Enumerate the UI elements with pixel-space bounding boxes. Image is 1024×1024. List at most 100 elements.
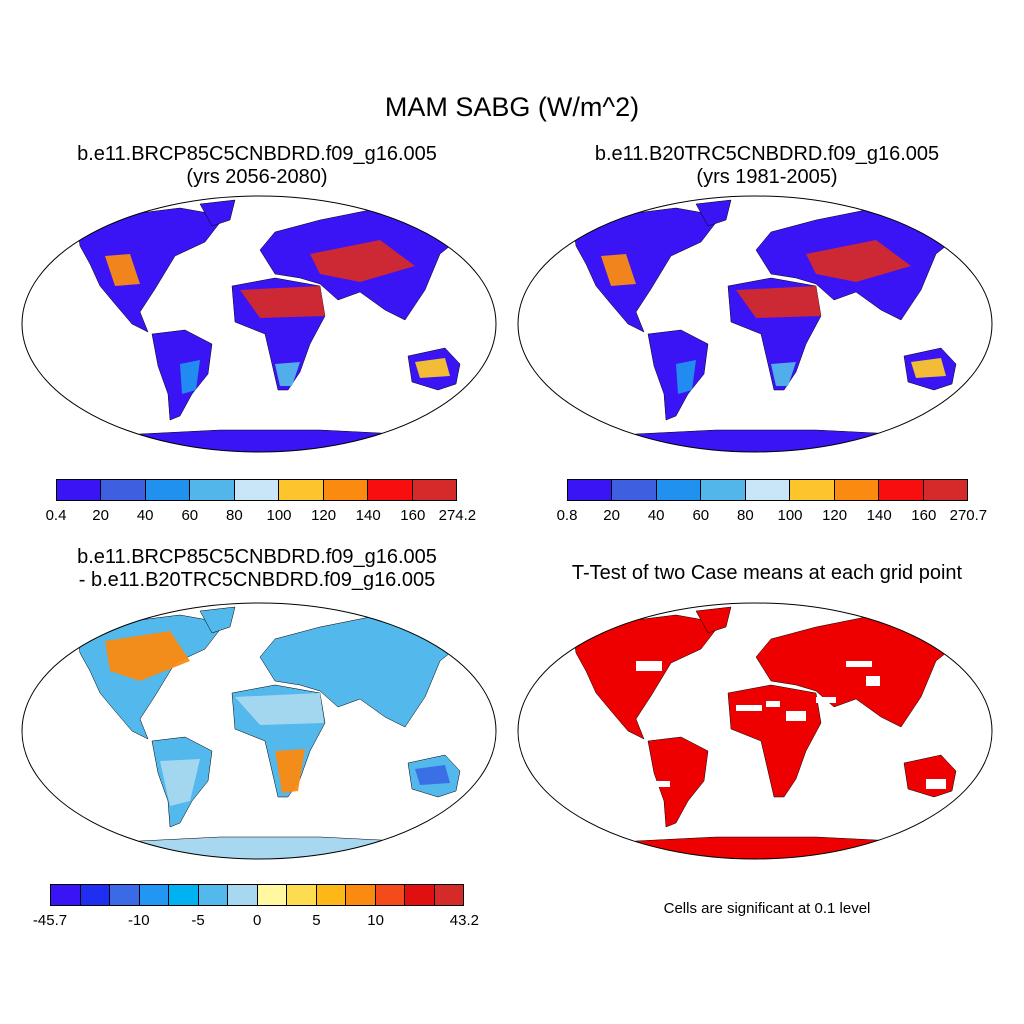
field-patch — [415, 765, 450, 785]
colorbar-tick-label: 43.2 — [449, 912, 479, 929]
nonsignificant-cells — [766, 701, 780, 707]
field-patch — [736, 286, 821, 318]
nonsignificant-cells — [816, 697, 836, 703]
colorbar-box — [189, 480, 234, 500]
colorbar-tick-label: 60 — [692, 507, 710, 524]
colorbar-box — [197, 885, 228, 905]
colorbar-box — [367, 480, 412, 500]
landmass-north-america — [573, 207, 722, 333]
colorbar-box — [57, 480, 101, 500]
colorbar-box — [411, 480, 457, 500]
colorbar-tick-label: -45.7 — [32, 912, 68, 929]
colorbar-boxes — [567, 479, 969, 501]
field-patch — [911, 358, 946, 378]
colorbar-box — [404, 885, 434, 905]
colorbar-box — [315, 885, 346, 905]
colorbar-tick-label: 274.2 — [438, 507, 477, 524]
nonsignificant-cells — [636, 661, 662, 671]
colorbar-box — [744, 480, 790, 500]
colorbar-tick-label: 160 — [911, 507, 937, 524]
figure-title: MAM SABG (W/m^2) — [384, 92, 640, 122]
panel-case-title-line1: b.e11.BRCP85C5CNBDRD.f09_g16.005 — [77, 143, 437, 165]
field-patch — [806, 240, 911, 282]
map-border — [21, 195, 497, 453]
colorbar-box — [144, 480, 190, 500]
nonsignificant-cells — [846, 661, 872, 667]
panel-difference-title-line1: b.e11.BRCP85C5CNBDRD.f09_g16.005 — [77, 546, 437, 568]
colorbar-box — [79, 885, 110, 905]
colorbar-tick-label: 140 — [866, 507, 892, 524]
significance-note: Cells are significant at 0.1 level — [663, 900, 871, 917]
colorbar-tick-label: 0.8 — [556, 507, 578, 524]
panel-ttest-title-line1: T-Test of two Case means at each grid po… — [571, 562, 963, 584]
panel-control-title-line2: (yrs 1981-2005) — [696, 166, 838, 188]
panel-case-title: b.e11.BRCP85C5CNBDRD.f09_g16.005 (yrs 20… — [0, 143, 514, 189]
colorbar-tick-label: 270.7 — [949, 507, 988, 524]
colorbar-box — [611, 480, 656, 500]
nonsignificant-cells — [656, 781, 670, 787]
colorbar-box — [922, 480, 968, 500]
colorbar-box — [833, 480, 879, 500]
colorbar-boxes — [50, 884, 465, 906]
colorbar-box — [138, 885, 169, 905]
colorbar-tick-label: 40 — [647, 507, 665, 524]
colorbar-box — [278, 480, 323, 500]
colorbar-tick-label: 160 — [400, 507, 426, 524]
field-patch — [240, 286, 325, 318]
field-patch — [180, 360, 200, 394]
field-patch — [415, 358, 450, 378]
colorbar-box — [345, 885, 375, 905]
colorbar-box — [233, 480, 279, 500]
panel-difference-title: b.e11.BRCP85C5CNBDRD.f09_g16.005 - b.e11… — [0, 546, 514, 592]
colorbar-tick-label: 100 — [266, 507, 292, 524]
colorbar-box — [51, 885, 80, 905]
panel-difference-title-line2: - b.e11.B20TRC5CNBDRD.f09_g16.005 — [78, 569, 436, 591]
colorbar-box — [568, 480, 612, 500]
colorbar-box — [655, 480, 701, 500]
map-difference — [21, 602, 497, 860]
field-patch — [601, 254, 636, 286]
colorbar-box — [789, 480, 834, 500]
field-patch — [275, 749, 305, 793]
field-patch — [676, 360, 696, 394]
field-patch — [105, 631, 190, 681]
colorbar-box — [227, 885, 257, 905]
colorbar-tick-label: -10 — [127, 912, 150, 929]
map-border — [517, 195, 993, 453]
colorbar-tick-label: -5 — [191, 912, 205, 929]
map-border — [21, 602, 497, 860]
colorbar-tick-label: 10 — [367, 912, 384, 929]
colorbar-boxes — [56, 479, 458, 501]
map-border — [517, 602, 993, 860]
field-patch — [160, 759, 200, 806]
colorbar-tick-label: 140 — [355, 507, 381, 524]
map-case — [21, 195, 497, 453]
nonsignificant-cells — [786, 711, 806, 721]
colorbar-box — [322, 480, 368, 500]
field-patch — [310, 240, 415, 282]
colorbar-box — [256, 885, 287, 905]
nonsignificant-cells — [926, 779, 946, 789]
colorbar-tick-label: 80 — [737, 507, 754, 524]
colorbar-tick-label: 20 — [92, 507, 109, 524]
colorbar-box — [700, 480, 745, 500]
colorbar-tick-label: 0 — [253, 912, 262, 929]
map-land-layer — [77, 606, 466, 859]
map-land-layer — [573, 199, 962, 452]
panel-control-title: b.e11.B20TRC5CNBDRD.f09_g16.005 (yrs 198… — [510, 143, 1024, 189]
landmass-north-america — [77, 614, 226, 740]
landmass-antarctica — [585, 429, 927, 452]
colorbar-box — [286, 885, 316, 905]
field-patch — [105, 254, 140, 286]
colorbar-box — [878, 480, 923, 500]
colorbar-tick-label: 40 — [136, 507, 154, 524]
landmass-antarctica — [89, 836, 431, 859]
map-land-layer — [573, 606, 962, 859]
field-patch — [275, 362, 300, 386]
colorbar-tick-label: 20 — [603, 507, 620, 524]
field-patch — [320, 649, 405, 691]
colorbar-box — [100, 480, 145, 500]
panel-control-title-line1: b.e11.B20TRC5CNBDRD.f09_g16.005 — [594, 143, 940, 165]
map-ttest — [517, 602, 993, 860]
colorbar-tick-label: 120 — [311, 507, 337, 524]
